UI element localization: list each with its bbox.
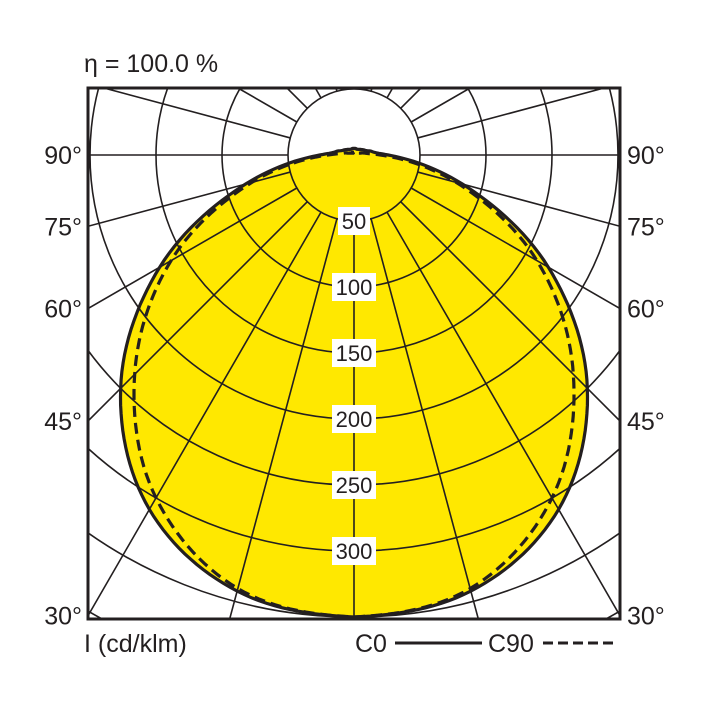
grid-radial-line bbox=[417, 88, 605, 139]
radial-tick-label: 250 bbox=[336, 473, 373, 498]
legend: C0 C90 bbox=[355, 630, 616, 658]
grid-radial-line bbox=[370, 218, 480, 619]
angle-label-left: 75° bbox=[44, 213, 82, 241]
grid-radial-line bbox=[286, 88, 308, 109]
grid-radial-line bbox=[410, 88, 471, 123]
grid-radial-line bbox=[386, 211, 620, 617]
legend-label-c90: C90 bbox=[488, 630, 534, 658]
radial-label-bg bbox=[332, 471, 376, 499]
angle-label-right: 60° bbox=[627, 296, 665, 324]
polar-grid bbox=[88, 88, 620, 619]
angle-label-right: 45° bbox=[627, 408, 665, 436]
grid-radial-line bbox=[417, 171, 620, 228]
radial-label-bg bbox=[338, 207, 370, 235]
chart-title: η = 100.0 % bbox=[84, 50, 218, 78]
grid-radial-line bbox=[400, 88, 422, 109]
grid-radial-line bbox=[386, 88, 394, 99]
angle-label-right: 90° bbox=[627, 142, 665, 170]
grid-radial-line bbox=[400, 201, 620, 422]
angle-label-left: 60° bbox=[44, 296, 82, 324]
radial-tick-label: 50 bbox=[342, 209, 366, 234]
grid-radial-line bbox=[103, 88, 291, 139]
grid-radial-line bbox=[228, 218, 338, 619]
radial-label-bg bbox=[332, 273, 376, 301]
grid-radial-line bbox=[237, 88, 298, 123]
plot-frame bbox=[86, 86, 622, 621]
radial-label-bg bbox=[332, 339, 376, 367]
radial-label-bg bbox=[332, 405, 376, 433]
angle-label-left: 45° bbox=[44, 408, 82, 436]
grid-radial-line bbox=[410, 187, 620, 310]
angle-label-left: 90° bbox=[44, 142, 82, 170]
radial-tick-label: 300 bbox=[336, 539, 373, 564]
angle-label-left: 30° bbox=[44, 603, 82, 631]
grid-radial-line bbox=[88, 187, 298, 310]
curve-c0 bbox=[118, 146, 590, 619]
radial-tick-label: 200 bbox=[336, 407, 373, 432]
radial-label-bg bbox=[332, 537, 376, 565]
grid-radial-line bbox=[88, 201, 308, 422]
angle-label-right: 75° bbox=[627, 213, 665, 241]
curve-c90 bbox=[132, 150, 576, 619]
radial-tick-label: 150 bbox=[336, 341, 373, 366]
radial-tick-label: 100 bbox=[336, 275, 373, 300]
unit-label: I (cd/klm) bbox=[84, 630, 187, 658]
grid-radial-line bbox=[88, 211, 322, 617]
grid-radial-line bbox=[314, 88, 322, 99]
angle-label-right: 30° bbox=[627, 603, 665, 631]
legend-label-c0: C0 bbox=[355, 630, 387, 658]
